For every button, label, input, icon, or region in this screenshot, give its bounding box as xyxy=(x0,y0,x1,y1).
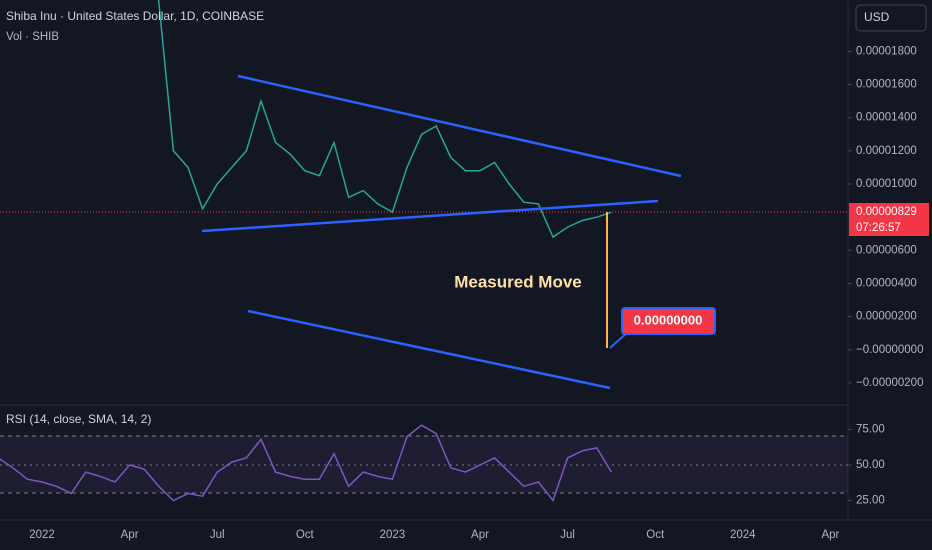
y-tick-label: 0.00001800 xyxy=(856,45,917,57)
countdown: 07:26:57 xyxy=(856,222,901,234)
x-tick-label: 2024 xyxy=(730,529,756,541)
y-tick-label: −0.00000200 xyxy=(856,377,923,389)
y-tick-label: 50.00 xyxy=(856,459,885,471)
x-tick-label: Apr xyxy=(471,529,489,541)
price-line xyxy=(157,0,612,239)
y-tick-label: 0.00001400 xyxy=(856,112,917,124)
x-tick-label: Oct xyxy=(646,529,665,541)
y-tick-label: −0.00000000 xyxy=(856,344,923,356)
y-tick-label: 0.00000200 xyxy=(856,311,917,323)
y-tick-label: 0.00000400 xyxy=(856,277,917,289)
y-tick-label: 0.00001600 xyxy=(856,79,917,91)
callout-box xyxy=(621,307,716,335)
price-line xyxy=(0,424,613,503)
y-tick-label: 0.00001000 xyxy=(856,178,917,190)
x-tick-label: Apr xyxy=(821,529,839,541)
trend-line xyxy=(247,309,611,390)
x-tick-label: Jul xyxy=(210,529,225,541)
y-tick-label: 0.00000600 xyxy=(856,244,917,256)
rsi-band xyxy=(0,436,848,493)
volume-label: Vol · SHIB xyxy=(6,31,59,43)
y-tick-label: 0.00001200 xyxy=(856,145,917,157)
trend-line xyxy=(201,199,659,233)
x-tick-label: 2022 xyxy=(29,529,55,541)
currency[interactable]: USD xyxy=(864,10,890,24)
symbol-title: Shiba Inu · United States Dollar, 1D, CO… xyxy=(6,9,264,23)
last-price-box xyxy=(849,203,929,236)
x-tick-label: Apr xyxy=(121,529,139,541)
y-tick-label: 25.00 xyxy=(856,495,885,507)
x-tick-label: Jul xyxy=(560,529,575,541)
y-tick-label: 75.00 xyxy=(856,423,885,435)
x-tick-label: 2023 xyxy=(380,529,406,541)
rsi-title: RSI (14, close, SMA, 14, 2) xyxy=(6,412,151,426)
annotation: 0.00000000 xyxy=(634,312,703,327)
x-tick-label: Oct xyxy=(296,529,315,541)
last-price: 0.00000829 xyxy=(856,206,917,218)
currency-button[interactable] xyxy=(855,4,927,32)
annotation: Measured Move xyxy=(454,272,582,291)
trend-line xyxy=(237,74,682,178)
